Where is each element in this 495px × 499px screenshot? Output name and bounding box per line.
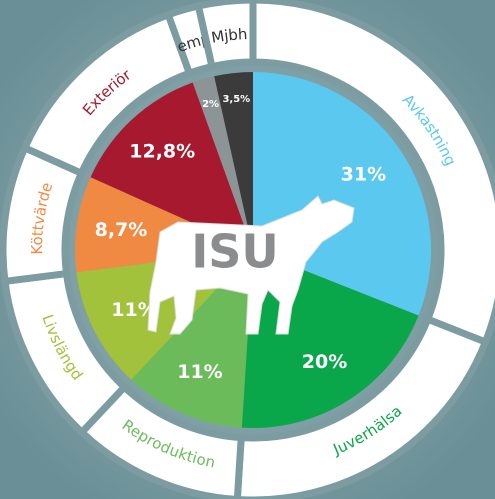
value-label: 20% — [302, 351, 347, 373]
center-label: ISU — [191, 225, 279, 279]
chart: AvkastningJuverhälsaReproduktionLivsläng… — [0, 0, 495, 499]
value-label: 8,7% — [95, 219, 148, 241]
value-label: 2% — [202, 99, 219, 110]
value-label: 12,8% — [129, 141, 195, 163]
value-label: 11% — [177, 361, 222, 383]
value-label: 3,5% — [222, 94, 250, 105]
value-label: 31% — [341, 163, 386, 185]
